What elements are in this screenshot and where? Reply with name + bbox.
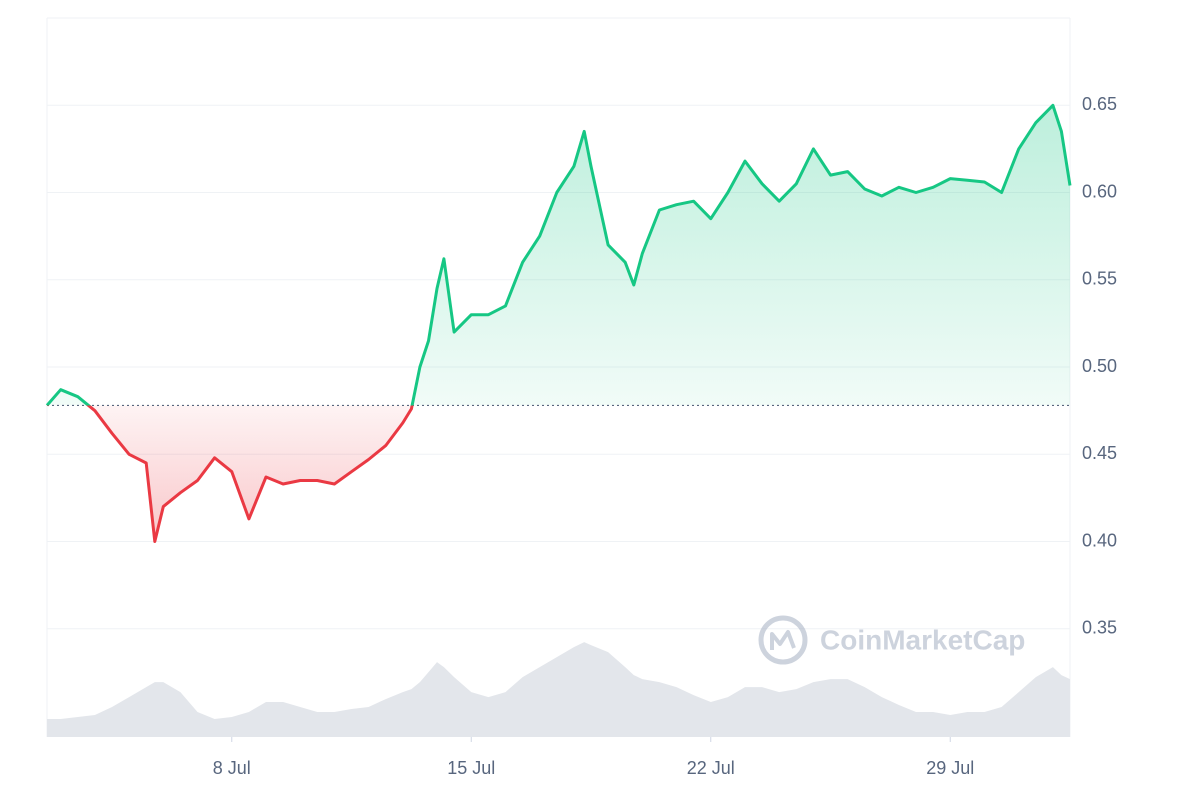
price-area [47,105,1070,542]
y-tick-label: 0.55 [1082,269,1117,289]
price-line [45,103,1072,543]
y-tick-label: 0.60 [1082,181,1117,201]
price-layer [45,103,1072,543]
x-tick-label: 8 Jul [213,758,251,778]
y-tick-label: 0.65 [1082,94,1117,114]
watermark-text: CoinMarketCap [820,624,1025,655]
volume-layer [47,642,1070,737]
x-tick-label: 22 Jul [687,758,735,778]
x-tick-label: 29 Jul [926,758,974,778]
watermark: CoinMarketCap [758,615,1025,665]
y-tick-label: 0.50 [1082,356,1117,376]
axes: 0.35 0.40 0.45 0.50 0.55 0.60 0.65 8 Jul 15 Jul 2… [213,94,1117,778]
y-tick-label: 0.35 [1082,618,1117,638]
x-tick-label: 15 Jul [447,758,495,778]
volume-area [47,642,1070,737]
y-tick-label: 0.45 [1082,443,1117,463]
y-tick-label: 0.40 [1082,530,1117,550]
